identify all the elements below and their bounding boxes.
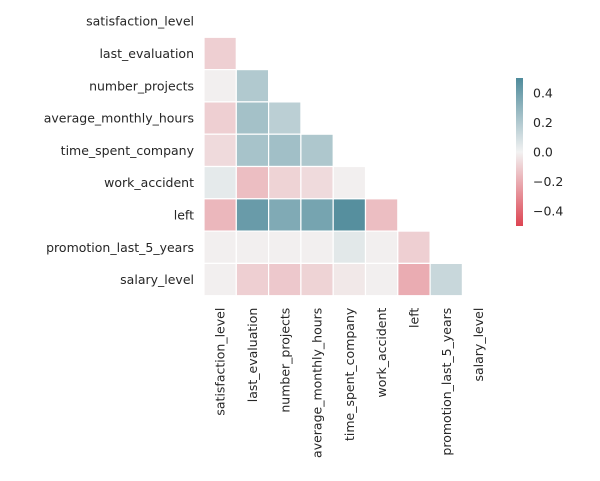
x-tick-label: last_evaluation (245, 308, 260, 403)
y-tick-label: last_evaluation (99, 46, 194, 61)
x-tick-label: satisfaction_level (213, 308, 228, 416)
heatmap-cell (364, 198, 399, 232)
heatmap-cell (268, 133, 302, 168)
y-tick-label: work_accident (104, 175, 194, 190)
heatmap-cell (268, 230, 302, 265)
heatmap-cell (235, 68, 270, 103)
heatmap-cell (203, 230, 237, 265)
heatmap-cell (300, 133, 334, 168)
heatmap-cell (203, 133, 237, 168)
heatmap-cell (203, 68, 237, 103)
colorbar-tick-label: 0.2 (533, 115, 553, 130)
heatmap-cell (300, 198, 334, 232)
x-tick-label: promotion_last_5_years (439, 308, 454, 456)
x-tick-label: salary_level (471, 308, 486, 382)
heatmap-cells (203, 36, 464, 297)
heatmap-cell (268, 198, 302, 232)
y-tick-labels: satisfaction_level last_evaluation number_… (44, 14, 195, 287)
heatmap-cell (235, 198, 270, 232)
heatmap-cell (203, 198, 237, 232)
colorbar-tick-label: 0.4 (533, 85, 553, 100)
heatmap-cell (235, 262, 270, 297)
heatmap-cell (203, 262, 237, 297)
heatmap-cell (332, 198, 367, 232)
x-tick-label: number_projects (277, 308, 292, 413)
x-tick-label: time_spent_company (342, 307, 357, 441)
heatmap-cell (268, 101, 302, 135)
heatmap-cell (364, 262, 399, 297)
y-tick-label: left (174, 207, 194, 222)
heatmap-cell (429, 262, 464, 297)
heatmap-cell (235, 133, 270, 168)
heatmap-cell (235, 101, 270, 135)
heatmap-cell (397, 230, 431, 265)
heatmap-cell (268, 165, 302, 200)
x-tick-label: left (406, 308, 421, 328)
y-tick-label: satisfaction_level (86, 14, 194, 29)
heatmap-cell (332, 165, 367, 200)
colorbar: 0.4 0.2 0.0 −0.2 −0.4 (516, 78, 563, 226)
y-tick-label: number_projects (89, 78, 194, 93)
colorbar-tick-label: −0.4 (533, 204, 563, 219)
heatmap-cell (235, 165, 270, 200)
x-tick-label: average_monthly_hours (310, 308, 325, 458)
heatmap-cell (332, 230, 367, 265)
colorbar-tick-label: 0.0 (533, 145, 553, 160)
heatmap-cell (397, 262, 431, 297)
y-tick-label: promotion_last_5_years (46, 240, 194, 255)
y-tick-label: salary_level (120, 272, 194, 287)
heatmap-cell (364, 230, 399, 265)
heatmap-cell (300, 230, 334, 265)
heatmap-cell (235, 230, 270, 265)
y-tick-label: average_monthly_hours (44, 111, 194, 126)
colorbar-gradient (516, 78, 523, 226)
colorbar-tick-label: −0.2 (533, 174, 563, 189)
heatmap-cell (300, 165, 334, 200)
heatmap-cell (268, 262, 302, 297)
y-tick-label: time_spent_company (61, 143, 195, 158)
heatmap-cell (203, 36, 237, 71)
heatmap-cell (332, 262, 367, 297)
heatmap-cell (203, 101, 237, 135)
x-tick-label: work_accident (374, 308, 389, 398)
x-tick-labels: satisfaction_level last_evaluation number_… (213, 307, 486, 458)
heatmap-cell (203, 165, 237, 200)
heatmap-cell (300, 262, 334, 297)
